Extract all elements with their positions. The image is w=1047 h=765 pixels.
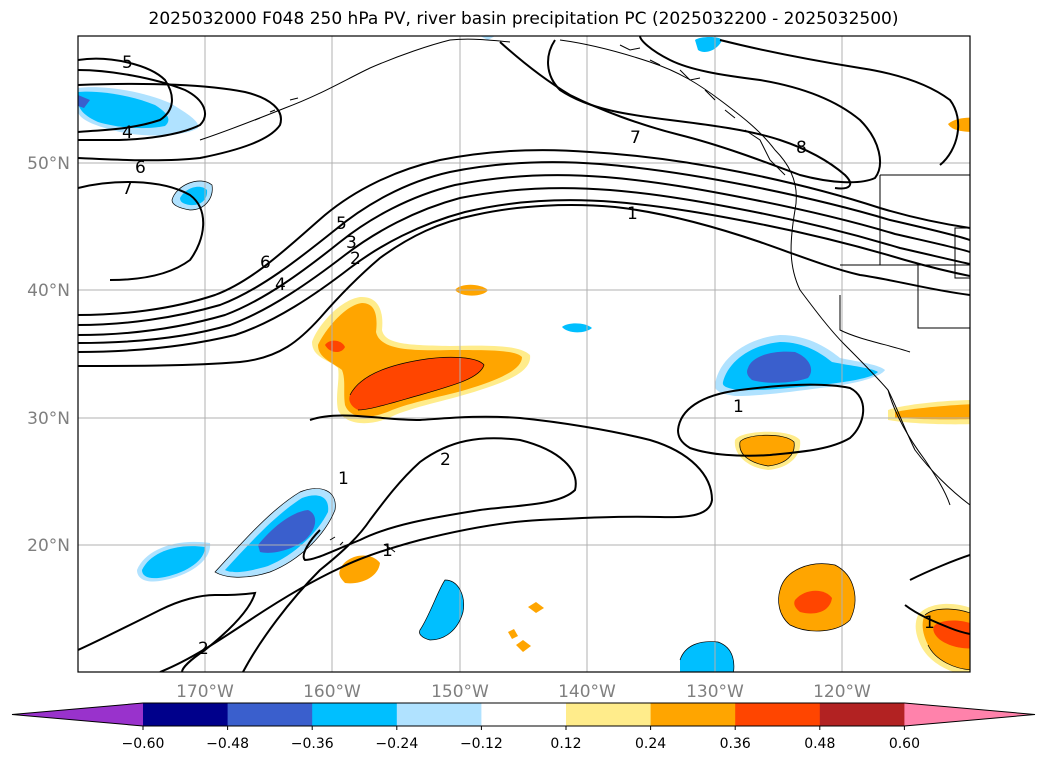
contour-label: 1 (382, 541, 393, 561)
colorbar-tick-label: 0.24 (635, 736, 666, 752)
colorbar-extend-high (904, 703, 1035, 726)
lat-label: 20°N (27, 536, 70, 556)
contour-label: 2 (440, 450, 451, 470)
contour-label: 8 (796, 138, 807, 158)
pv-contours (78, 36, 970, 672)
contour-label: 4 (122, 123, 133, 143)
longitude-labels: 170°W 160°W 150°W 140°W 130°W 120°W (176, 682, 871, 702)
map-title: 2025032000 F048 250 hPa PV, river basin … (148, 9, 899, 29)
pv-contour-8-north (547, 39, 852, 190)
pv-contour-4-nw (78, 69, 206, 141)
map-frame (77, 35, 971, 673)
colorbar-box (396, 703, 482, 726)
pv-contour-5 (78, 161, 970, 326)
anomaly-outlines (171, 180, 970, 672)
contour-label: 7 (630, 128, 641, 148)
pv-contour-6-nw (78, 82, 282, 162)
colorbar-tick-label: 0.60 (889, 736, 920, 752)
colorbar-box (650, 703, 736, 726)
pv-contour-2-sw (78, 591, 257, 672)
contour-label: 1 (733, 397, 744, 417)
colorbar-box (312, 703, 398, 726)
pv-contour-outer-ne (719, 39, 960, 166)
colorbar-box (735, 703, 821, 726)
lat-label: 50°N (27, 154, 70, 174)
lon-label: 160°W (303, 682, 361, 702)
colorbar-box (481, 703, 567, 726)
contour-labels: 5 4 6 7 5 3 2 6 4 7 8 1 1 2 1 1 2 1 (122, 53, 935, 659)
colorbar-tick-label: −0.60 (122, 736, 165, 752)
colorbar-box (227, 703, 313, 726)
colorbar-tick-label: −0.48 (206, 736, 249, 752)
contour-label: 1 (338, 469, 349, 489)
colorbar-box (819, 703, 905, 726)
pv-contour-1-east (677, 383, 865, 457)
pv-contour-7-nw (78, 181, 205, 281)
contour-label: 4 (275, 275, 286, 295)
lon-label: 140°W (558, 682, 616, 702)
lon-label: 150°W (431, 682, 489, 702)
pv-contour-5-nw (78, 57, 173, 133)
contour-label: 6 (260, 253, 271, 273)
lon-label: 170°W (176, 682, 234, 702)
contour-label: 2 (198, 639, 209, 659)
pv-contour-1-south (242, 437, 577, 672)
colorbar-box (566, 703, 652, 726)
contour-label: 1 (627, 204, 638, 224)
colorbar-box (143, 703, 229, 726)
pv-contour-6 (78, 149, 970, 316)
latitude-labels: 50°N 40°N 30°N 20°N (27, 154, 70, 556)
contour-label: 3 (346, 233, 357, 253)
contour-label: 6 (135, 158, 146, 178)
contour-label: 1 (924, 613, 935, 633)
pv-contour-3 (78, 187, 970, 344)
pv-contour-2 (78, 199, 970, 353)
lon-label: 120°W (813, 682, 871, 702)
contour-label: 7 (122, 179, 133, 199)
contour-label: 5 (336, 214, 347, 234)
colorbar-tick-label: −0.36 (291, 736, 334, 752)
lat-label: 30°N (27, 409, 70, 429)
colorbar-tick-label: −0.24 (375, 736, 418, 752)
pv-contour-1 (78, 204, 970, 367)
colorbar-tick-label: 0.36 (720, 736, 751, 752)
colorbar-extend-low (12, 703, 143, 726)
pv-contour-1-se (904, 554, 970, 635)
contour-label: 2 (350, 249, 361, 269)
pv-contour-4 (78, 174, 970, 336)
colorbar-tick-label: 0.12 (550, 736, 581, 752)
lon-label: 130°W (686, 682, 744, 702)
lat-label: 40°N (27, 281, 70, 301)
colorbar-tick-label: 0.48 (804, 736, 835, 752)
pv-contour-2-mid (159, 414, 714, 672)
colorbar-tick-label: −0.12 (460, 736, 503, 752)
colorbar: −0.60 −0.48 −0.36 −0.24 −0.12 0.12 0.24 0.36 0.4… (11, 702, 1036, 752)
contour-label: 5 (122, 53, 133, 73)
